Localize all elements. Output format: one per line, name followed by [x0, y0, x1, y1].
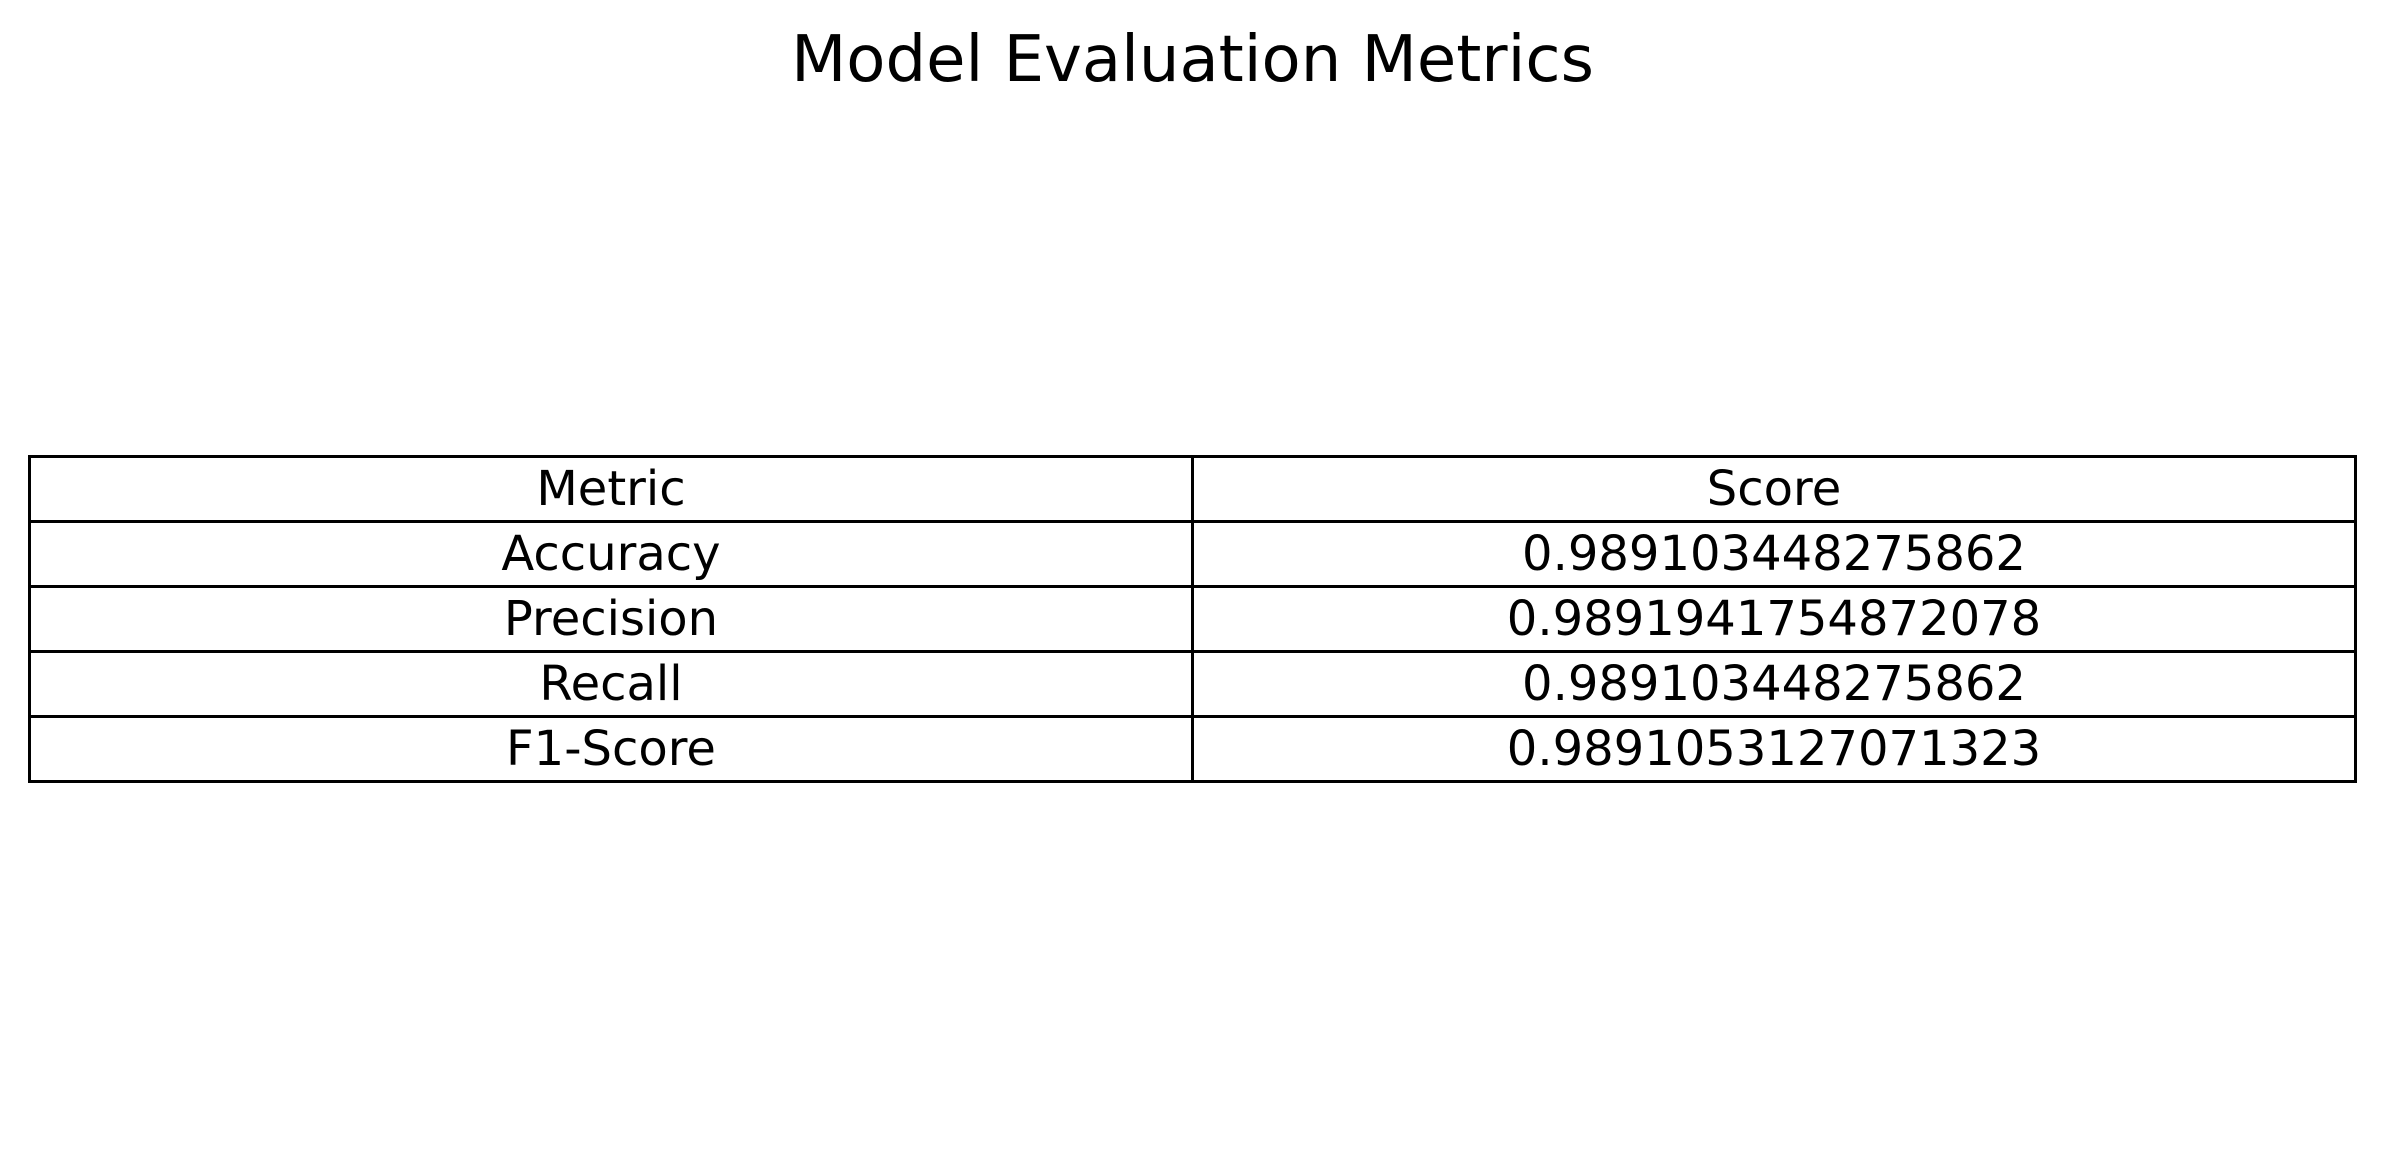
metric-cell: F1-Score — [28, 715, 1194, 783]
table-row: Recall 0.989103448275862 — [28, 650, 2357, 718]
score-cell: 0.9891053127071323 — [1191, 715, 2357, 783]
score-cell: 0.9891941754872078 — [1191, 585, 2357, 653]
table-header-row: Metric Score — [28, 455, 2357, 523]
column-header-metric: Metric — [28, 455, 1194, 523]
column-header-score: Score — [1191, 455, 2357, 523]
metric-cell: Precision — [28, 585, 1194, 653]
table-row: Precision 0.9891941754872078 — [28, 585, 2357, 653]
score-cell: 0.989103448275862 — [1191, 650, 2357, 718]
score-cell: 0.989103448275862 — [1191, 520, 2357, 588]
metric-cell: Accuracy — [28, 520, 1194, 588]
metric-cell: Recall — [28, 650, 1194, 718]
metrics-table: Metric Score Accuracy 0.989103448275862 … — [28, 455, 2357, 783]
table-row: F1-Score 0.9891053127071323 — [28, 715, 2357, 783]
chart-title: Model Evaluation Metrics — [791, 23, 1594, 97]
table-row: Accuracy 0.989103448275862 — [28, 520, 2357, 588]
